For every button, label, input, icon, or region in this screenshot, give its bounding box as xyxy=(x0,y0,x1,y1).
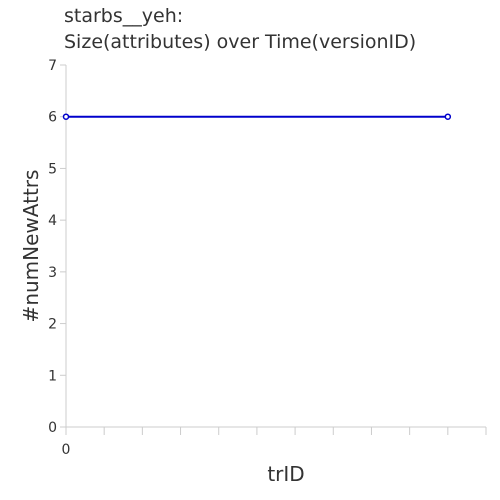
series-point xyxy=(62,113,70,120)
x-tick-label: 0 xyxy=(62,442,71,458)
y-tick-label: 1 xyxy=(48,368,57,384)
y-tick-label: 5 xyxy=(48,161,57,177)
chart-title-line-1: starbs__yeh: xyxy=(64,5,184,27)
y-tick-label: 4 xyxy=(48,213,57,229)
chart-title-line-2: Size(attributes) over Time(versionID) xyxy=(64,31,417,53)
series-point xyxy=(444,113,452,120)
y-axis: 0 1 2 3 4 5 6 7 xyxy=(48,58,67,436)
series-layer xyxy=(62,113,452,120)
x-axis: 0 xyxy=(62,426,487,458)
y-tick-label: 6 xyxy=(48,110,57,126)
y-tick-label: 3 xyxy=(48,265,57,281)
y-tick-label: 0 xyxy=(48,420,57,436)
y-axis-title: #numNewAttrs xyxy=(19,170,43,323)
y-tick-label: 7 xyxy=(48,58,57,74)
x-axis-title: trID xyxy=(267,462,304,486)
y-tick-label: 2 xyxy=(48,317,57,333)
